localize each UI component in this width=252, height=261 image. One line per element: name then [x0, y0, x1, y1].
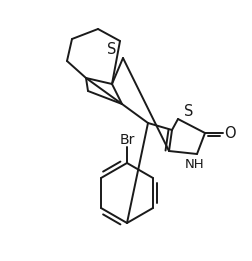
Text: S: S — [183, 104, 193, 118]
Text: NH: NH — [184, 157, 204, 170]
Text: S: S — [106, 43, 115, 57]
Text: Br: Br — [119, 133, 134, 147]
Text: O: O — [223, 126, 235, 140]
